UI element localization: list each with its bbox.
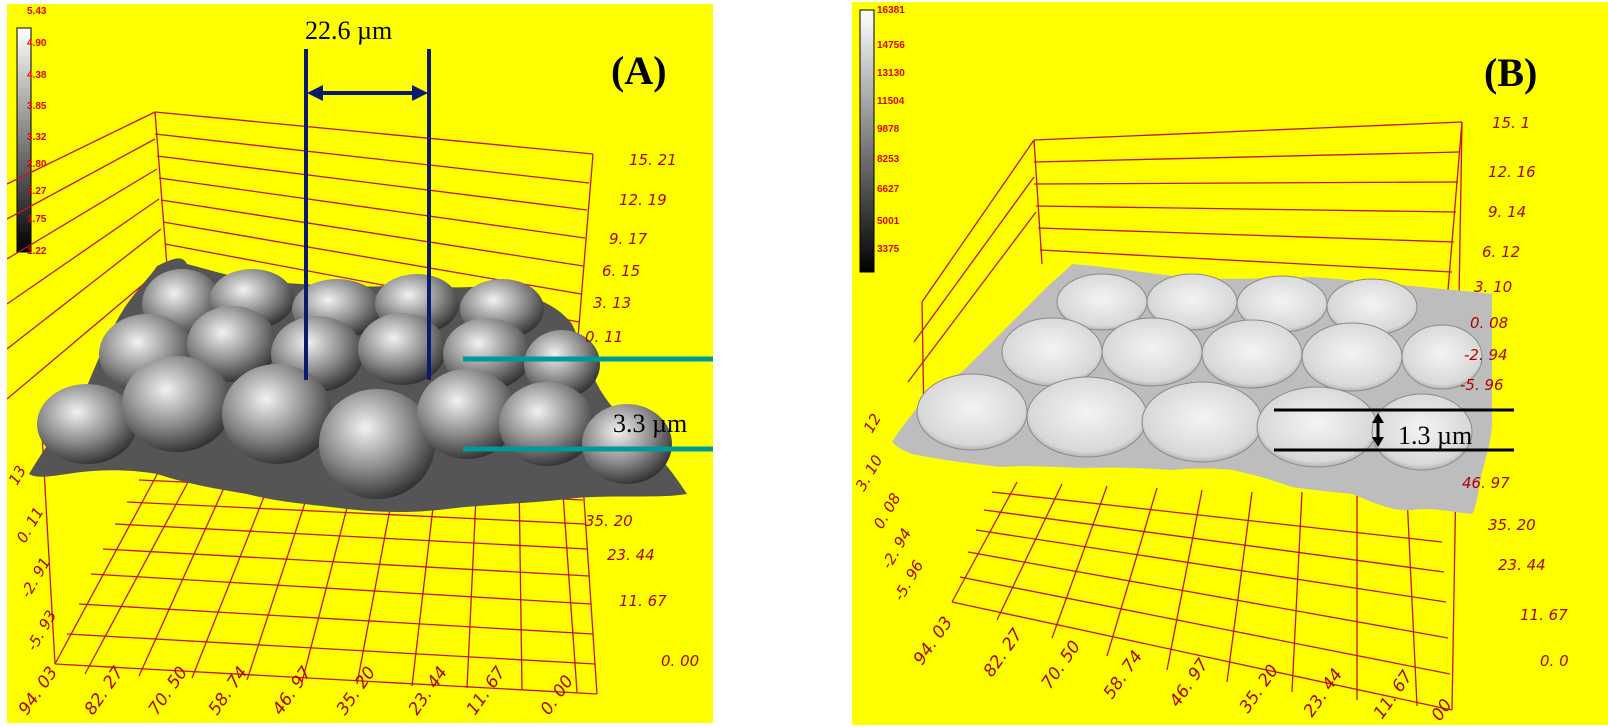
right-axis-b-label: -2. 94 xyxy=(1464,346,1508,364)
front-axis-b-label: 35. 20 xyxy=(1488,516,1536,534)
panel-a: 5.43 4.90 4.38 3.85 3.32 2.80 2.27 1.75 … xyxy=(7,4,713,723)
colorbar-b-tick: 9878 xyxy=(877,124,900,135)
bottom-axis-a-label: 11. 67 xyxy=(463,663,511,719)
left-axis-b-label: 12 xyxy=(860,410,885,436)
colorbar-b-tick: 6627 xyxy=(877,184,900,195)
front-axis-b-label: 0. 0 xyxy=(1540,652,1569,670)
height-measure-a-label: 3.3 µm xyxy=(613,409,687,438)
bottom-axis-a-label: 70. 50 xyxy=(145,663,192,719)
colorbar-b-tick: 5001 xyxy=(877,216,900,227)
front-axis-a-label: 11. 67 xyxy=(619,592,667,610)
bottom-axis-b-label: 82. 27 xyxy=(980,625,1028,681)
bottom-axis-a-label: 58. 74 xyxy=(205,663,252,719)
bottom-axis-b-label: 94. 03 xyxy=(910,613,957,669)
surface-a-bumps xyxy=(37,269,672,499)
width-measure-a-label: 22.6 µm xyxy=(305,16,392,45)
colorbar-a-tick: 5.43 xyxy=(27,6,47,17)
right-axis-b-label: -5. 96 xyxy=(1460,376,1504,394)
colorbar-b-tick: 11504 xyxy=(877,96,905,107)
right-axis-a-label: 9. 17 xyxy=(609,230,648,248)
front-axis-b-label: 23. 44 xyxy=(1498,556,1546,574)
right-axis-a-label: 6. 15 xyxy=(602,262,640,280)
colorbar-a-tick: 2.27 xyxy=(27,186,47,197)
right-axis-b-label: 3. 10 xyxy=(1474,278,1512,296)
front-axis-b: 46. 97 35. 20 23. 44 11. 67 0. 0 xyxy=(1462,474,1569,670)
front-axis-a-label: 23. 44 xyxy=(607,546,655,564)
colorbar-b-tick: 13130 xyxy=(877,68,905,79)
panel-a-plot: 5.43 4.90 4.38 3.85 3.32 2.80 2.27 1.75 … xyxy=(7,6,713,719)
colorbar-a-tick: 1.75 xyxy=(27,214,47,225)
panel-b-plot: 16381 14756 13130 11504 9878 8253 6627 5… xyxy=(852,5,1569,725)
bottom-axis-b: 94. 03 82. 27 70. 50 58. 74 46. 97 35. 2… xyxy=(910,613,1457,725)
bottom-axis-a: 94. 03 82. 27 70. 50 58. 74 46. 97 35. 2… xyxy=(15,663,578,719)
front-axis-a: 35. 20 23. 44 11. 67 0. 00 xyxy=(585,512,699,670)
colorbar-a-tick: 2.80 xyxy=(27,159,47,170)
left-axis-a-label: 0. 11 xyxy=(13,504,48,546)
height-measure-b-label: 1.3 µm xyxy=(1398,421,1472,450)
left-axis-a: 13 0. 11 -2. 91 -5. 93 xyxy=(7,462,60,654)
bottom-axis-a-label: 46. 97 xyxy=(269,663,317,719)
left-axis-a-label: -2. 91 xyxy=(17,554,54,601)
front-axis-b-label: 46. 97 xyxy=(1462,474,1510,492)
right-axis-b: 15. 1 12. 16 9. 14 6. 12 3. 10 0. 08 -2.… xyxy=(1460,114,1536,394)
bottom-axis-a-label: 94. 03 xyxy=(15,663,62,719)
panel-b-label: (B) xyxy=(1484,50,1537,95)
front-axis-a-label: 35. 20 xyxy=(585,512,633,530)
front-axis-a-label: 0. 00 xyxy=(661,652,699,670)
height-measure-b: 1.3 µm xyxy=(1274,408,1514,452)
right-axis-a: 15. 21 12. 19 9. 17 6. 15 3. 13 0. 11 xyxy=(585,151,677,346)
bottom-axis-b-label: 70. 50 xyxy=(1038,637,1085,693)
colorbar-b-tick: 16381 xyxy=(877,5,905,16)
right-axis-a-label: 15. 21 xyxy=(629,151,677,169)
colorbar-a xyxy=(16,27,32,253)
colorbar-a-tick: 4.38 xyxy=(27,70,47,81)
right-axis-b-label: 9. 14 xyxy=(1488,203,1526,221)
bottom-axis-b-label: 46. 97 xyxy=(1166,655,1214,711)
colorbar-a-tick: 3.32 xyxy=(27,132,47,143)
right-axis-a-label: 0. 11 xyxy=(585,328,623,346)
bottom-axis-a-label: 23. 44 xyxy=(405,663,452,719)
bottom-axis-b-label: 11. 67 xyxy=(1370,667,1418,723)
panel-a-label: (A) xyxy=(611,48,667,93)
left-axis-a-label: 13 xyxy=(7,462,30,488)
right-axis-b-label: 12. 16 xyxy=(1488,163,1536,181)
colorbar-a-tick: 3.85 xyxy=(27,101,47,112)
bottom-axis-b-label: 23. 44 xyxy=(1300,665,1347,721)
colorbar-a-tick: 4.90 xyxy=(27,38,47,49)
colorbar-b-tick: 8253 xyxy=(877,154,900,165)
front-axis-b-label: 11. 67 xyxy=(1520,606,1568,624)
panel-b: 16381 14756 13130 11504 9878 8253 6627 5… xyxy=(852,2,1608,725)
bottom-axis-a-label: 82. 27 xyxy=(81,663,129,719)
colorbar-b-tick: 3375 xyxy=(877,244,900,255)
left-axis-b-label: 3. 10 xyxy=(852,452,887,494)
bottom-axis-a-label: 0. 00 xyxy=(537,672,578,719)
colorbar-b-tick: 14756 xyxy=(877,40,905,51)
right-axis-a-label: 12. 19 xyxy=(619,191,667,209)
bottom-axis-b-label: 35. 20 xyxy=(1236,661,1283,717)
right-axis-b-label: 0. 08 xyxy=(1470,314,1508,332)
surface-b xyxy=(892,264,1492,514)
right-axis-b-label: 6. 12 xyxy=(1482,243,1520,261)
colorbar-b-ticks: 16381 14756 13130 11504 9878 8253 6627 5… xyxy=(877,5,905,255)
colorbar-b xyxy=(859,9,875,273)
width-measure-a: 22.6 µm xyxy=(304,16,431,380)
right-axis-b-label: 15. 1 xyxy=(1492,114,1530,132)
right-axis-a-label: 3. 13 xyxy=(593,294,631,312)
height-measure-a: 3.3 µm xyxy=(463,356,713,452)
surface-a xyxy=(29,258,687,513)
colorbar-a-ticks: 5.43 4.90 4.38 3.85 3.32 2.80 2.27 1.75 … xyxy=(27,6,47,257)
colorbar-a-tick: 1.22 xyxy=(27,246,47,257)
bottom-axis-a-label: 35. 20 xyxy=(333,663,380,719)
